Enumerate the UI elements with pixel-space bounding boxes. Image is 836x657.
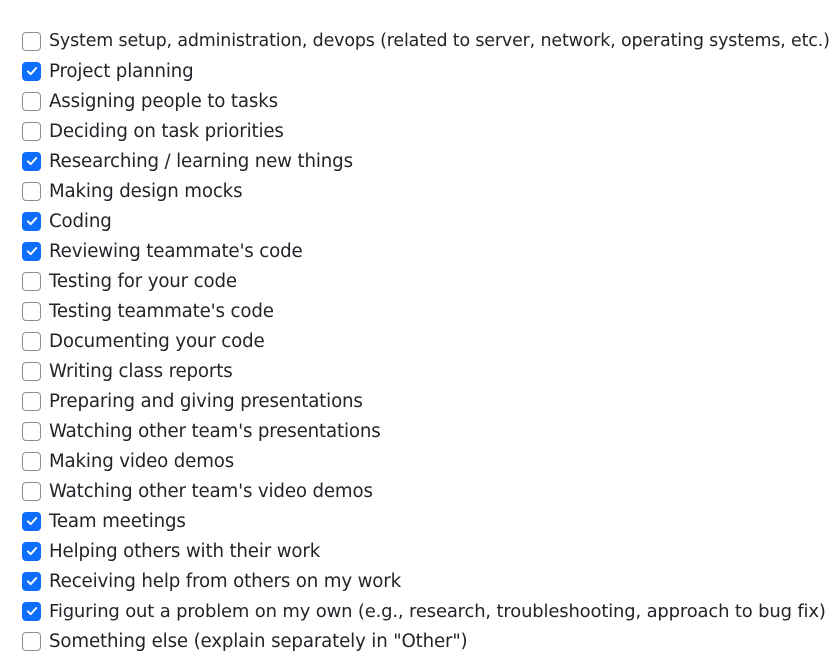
option-giving-presentations[interactable]: Preparing and giving presentations [22, 386, 830, 416]
checkbox[interactable] [22, 151, 41, 171]
checkbox[interactable] [22, 331, 41, 351]
option-label: Figuring out a problem on my own (e.g., … [49, 600, 826, 622]
checkbox[interactable] [22, 421, 41, 441]
checkmark-icon [26, 577, 37, 586]
checkbox[interactable] [22, 451, 41, 471]
checkbox[interactable] [22, 181, 41, 201]
option-researching[interactable]: Researching / learning new things [22, 146, 830, 176]
option-label: Testing teammate's code [49, 300, 274, 322]
option-label: Making video demos [49, 450, 235, 472]
option-label: Deciding on task priorities [49, 120, 284, 142]
checkmark-icon [26, 607, 37, 616]
option-helping-others[interactable]: Helping others with their work [22, 536, 830, 566]
option-watching-video-demos[interactable]: Watching other team's video demos [22, 476, 830, 506]
checkmark-icon [26, 217, 37, 226]
checkbox[interactable] [22, 121, 41, 141]
option-label: Watching other team's presentations [49, 420, 381, 442]
option-label: Researching / learning new things [49, 150, 353, 172]
option-project-planning[interactable]: Project planning [22, 56, 830, 86]
checkbox[interactable] [22, 481, 41, 501]
option-label: Watching other team's video demos [49, 480, 373, 502]
option-team-meetings[interactable]: Team meetings [22, 506, 830, 536]
option-system-setup[interactable]: System setup, administration, devops (re… [22, 26, 830, 56]
checkmark-icon [26, 547, 37, 556]
checkbox[interactable] [22, 511, 41, 531]
option-label: System setup, administration, devops (re… [49, 31, 830, 51]
activity-checklist: System setup, administration, devops (re… [22, 26, 830, 656]
option-watching-presentations[interactable]: Watching other team's presentations [22, 416, 830, 446]
option-design-mocks[interactable]: Making design mocks [22, 176, 830, 206]
option-documenting-code[interactable]: Documenting your code [22, 326, 830, 356]
option-assigning-people[interactable]: Assigning people to tasks [22, 86, 830, 116]
checkmark-icon [26, 247, 37, 256]
option-label: Writing class reports [49, 360, 233, 382]
checkbox[interactable] [22, 31, 41, 51]
checkbox[interactable] [22, 241, 41, 261]
option-testing-teammate-code[interactable]: Testing teammate's code [22, 296, 830, 326]
option-label: Making design mocks [49, 180, 243, 202]
checkbox[interactable] [22, 541, 41, 561]
checkbox[interactable] [22, 211, 41, 231]
option-task-priorities[interactable]: Deciding on task priorities [22, 116, 830, 146]
option-class-reports[interactable]: Writing class reports [22, 356, 830, 386]
option-figuring-out-alone[interactable]: Figuring out a problem on my own (e.g., … [22, 596, 830, 626]
checkbox[interactable] [22, 361, 41, 381]
checkbox[interactable] [22, 571, 41, 591]
checkbox[interactable] [22, 631, 41, 651]
option-label: Project planning [49, 60, 194, 82]
option-label: Helping others with their work [49, 540, 321, 562]
checkbox[interactable] [22, 61, 41, 81]
option-label: Receiving help from others on my work [49, 570, 401, 592]
option-label: Documenting your code [49, 330, 265, 352]
option-label: Coding [49, 210, 112, 232]
checkbox[interactable] [22, 91, 41, 111]
checkmark-icon [26, 517, 37, 526]
checkbox[interactable] [22, 601, 41, 621]
checkbox[interactable] [22, 391, 41, 411]
checkbox[interactable] [22, 271, 41, 291]
option-testing-own-code[interactable]: Testing for your code [22, 266, 830, 296]
option-label: Something else (explain separately in "O… [49, 630, 468, 652]
option-label: Testing for your code [49, 270, 237, 292]
option-receiving-help[interactable]: Receiving help from others on my work [22, 566, 830, 596]
option-label: Reviewing teammate's code [49, 240, 303, 262]
option-label: Team meetings [49, 510, 186, 532]
checkmark-icon [26, 67, 37, 76]
option-making-video-demos[interactable]: Making video demos [22, 446, 830, 476]
option-label: Assigning people to tasks [49, 90, 278, 112]
option-something-else[interactable]: Something else (explain separately in "O… [22, 626, 830, 656]
checkmark-icon [26, 157, 37, 166]
option-reviewing-code[interactable]: Reviewing teammate's code [22, 236, 830, 266]
checkbox[interactable] [22, 301, 41, 321]
option-coding[interactable]: Coding [22, 206, 830, 236]
option-label: Preparing and giving presentations [49, 390, 363, 412]
